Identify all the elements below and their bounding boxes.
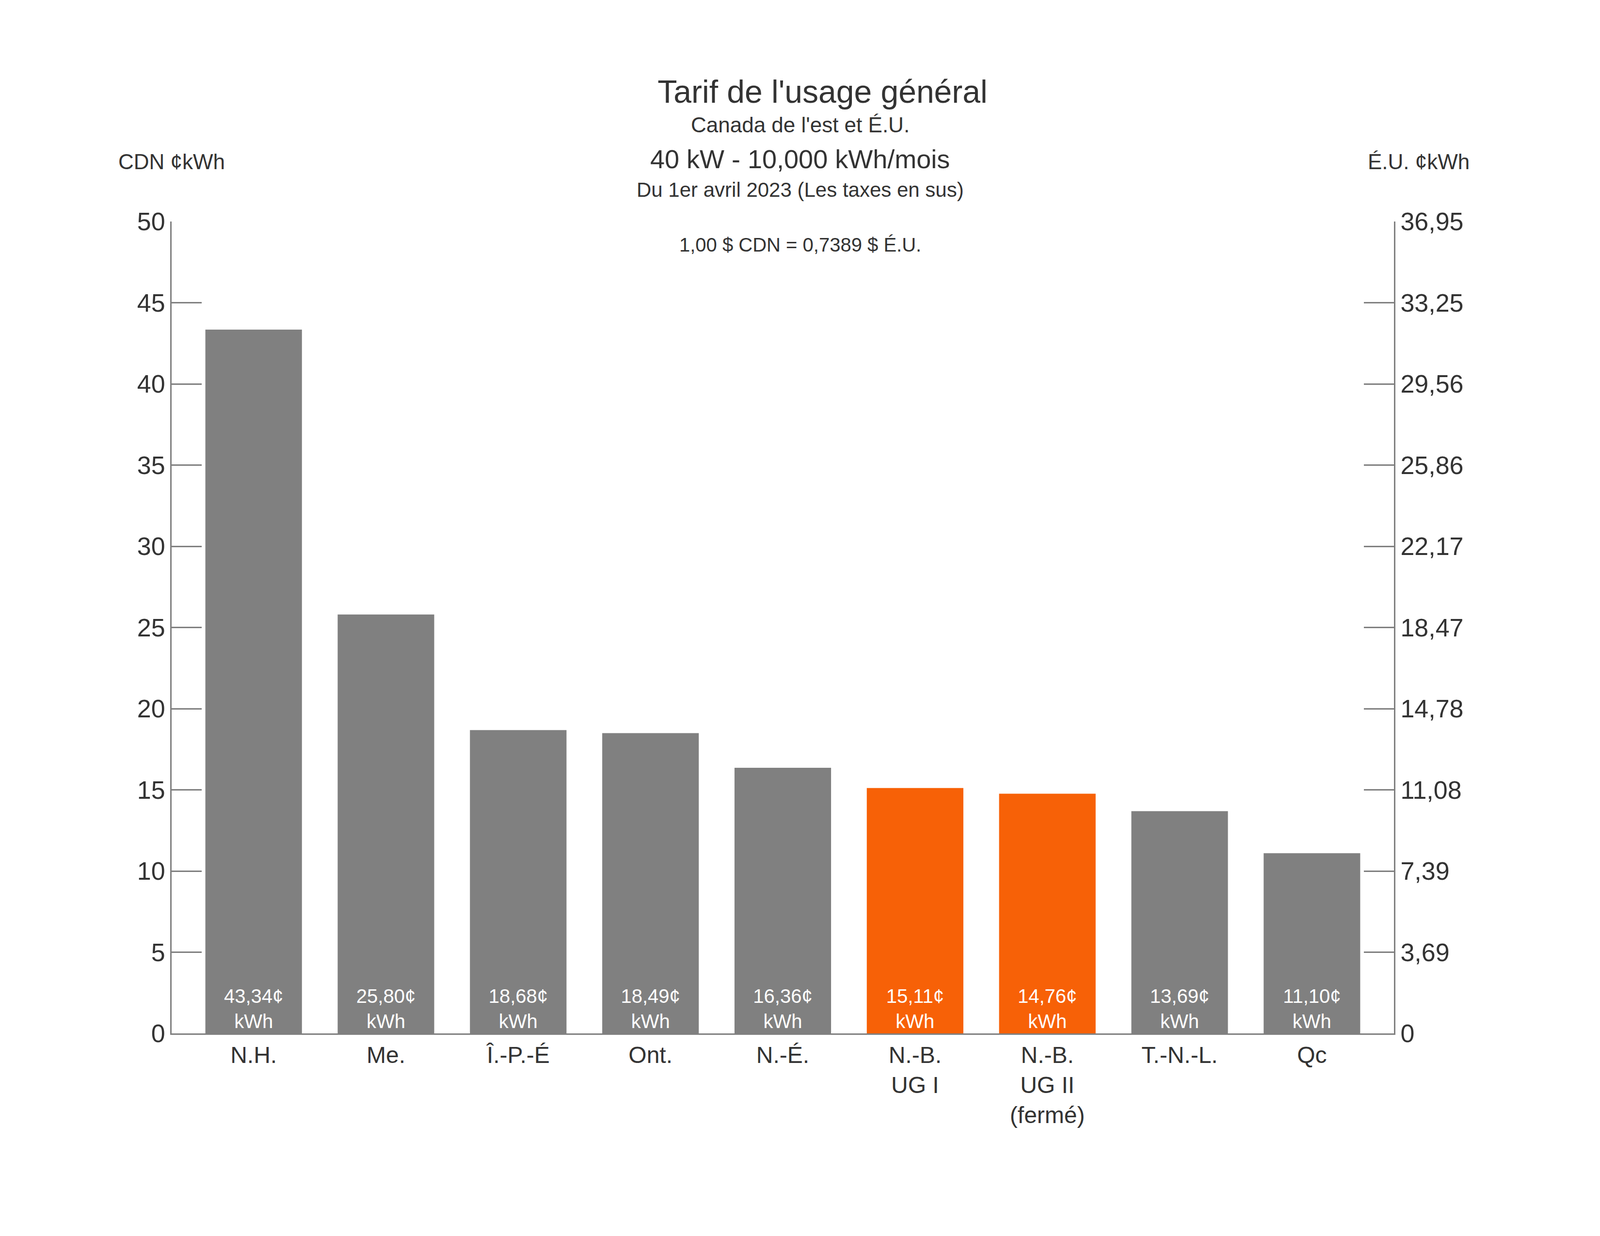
svg-text:13,69¢kWh: 13,69¢kWh (1150, 985, 1210, 1033)
svg-text:CDN ¢kWh: CDN ¢kWh (118, 149, 225, 174)
svg-text:11,08: 11,08 (1400, 776, 1462, 805)
svg-text:7,39: 7,39 (1400, 857, 1450, 886)
svg-text:33,25: 33,25 (1400, 288, 1464, 318)
svg-text:N.H.: N.H. (230, 1042, 277, 1069)
svg-text:N.-B.UG II(fermé): N.-B.UG II(fermé) (1009, 1042, 1086, 1129)
svg-text:0: 0 (1400, 1019, 1415, 1048)
svg-text:18,49¢kWh: 18,49¢kWh (620, 985, 680, 1033)
svg-text:29,56: 29,56 (1400, 369, 1464, 399)
svg-text:11,10¢kWh: 11,10¢kWh (1282, 985, 1341, 1033)
svg-text:43,34¢kWh: 43,34¢kWh (224, 985, 284, 1033)
svg-text:35: 35 (137, 451, 166, 480)
svg-text:18,47: 18,47 (1400, 613, 1464, 642)
svg-text:20: 20 (137, 694, 166, 723)
svg-text:Canada de l'est et É.U.: Canada de l'est et É.U. (690, 112, 910, 137)
svg-text:14,78: 14,78 (1400, 694, 1464, 723)
svg-text:Î.-P.-É: Î.-P.-É (485, 1042, 550, 1069)
svg-text:22,17: 22,17 (1400, 532, 1464, 561)
svg-text:18,68¢kWh: 18,68¢kWh (488, 985, 548, 1033)
svg-text:Me.: Me. (366, 1042, 406, 1069)
svg-text:1,00 $ CDN = 0,7389 $ É.U.: 1,00 $ CDN = 0,7389 $ É.U. (679, 234, 922, 256)
svg-text:Ont.: Ont. (628, 1042, 673, 1069)
svg-text:25,86: 25,86 (1400, 451, 1464, 480)
svg-text:40: 40 (137, 369, 166, 399)
svg-text:14,76¢kWh: 14,76¢kWh (1017, 985, 1077, 1033)
svg-text:Qc: Qc (1296, 1042, 1327, 1069)
svg-text:N.-É.: N.-É. (756, 1042, 810, 1069)
svg-text:0: 0 (151, 1019, 166, 1048)
svg-text:5: 5 (151, 938, 166, 967)
svg-text:15: 15 (137, 776, 166, 805)
svg-text:40 kW - 10,000 kWh/mois: 40 kW - 10,000 kWh/mois (650, 144, 950, 174)
svg-text:Tarif de l'usage général: Tarif de l'usage général (657, 73, 988, 110)
svg-text:25,80¢kWh: 25,80¢kWh (356, 985, 416, 1033)
svg-text:30: 30 (137, 532, 166, 561)
svg-text:15,11¢kWh: 15,11¢kWh (886, 985, 944, 1033)
svg-text:N.-B.UG I: N.-B.UG I (888, 1042, 942, 1099)
svg-text:25: 25 (137, 613, 166, 642)
svg-text:50: 50 (137, 207, 166, 236)
svg-text:T.-N.-L.: T.-N.-L. (1141, 1042, 1218, 1069)
svg-text:45: 45 (137, 288, 166, 318)
svg-text:Du 1er avril 2023 (Les taxes e: Du 1er avril 2023 (Les taxes en sus) (636, 178, 964, 202)
svg-text:10: 10 (137, 857, 166, 886)
svg-text:36,95: 36,95 (1400, 207, 1464, 236)
svg-text:3,69: 3,69 (1400, 938, 1450, 967)
svg-text:16,36¢kWh: 16,36¢kWh (752, 985, 813, 1033)
svg-text:É.U. ¢kWh: É.U. ¢kWh (1367, 149, 1470, 174)
